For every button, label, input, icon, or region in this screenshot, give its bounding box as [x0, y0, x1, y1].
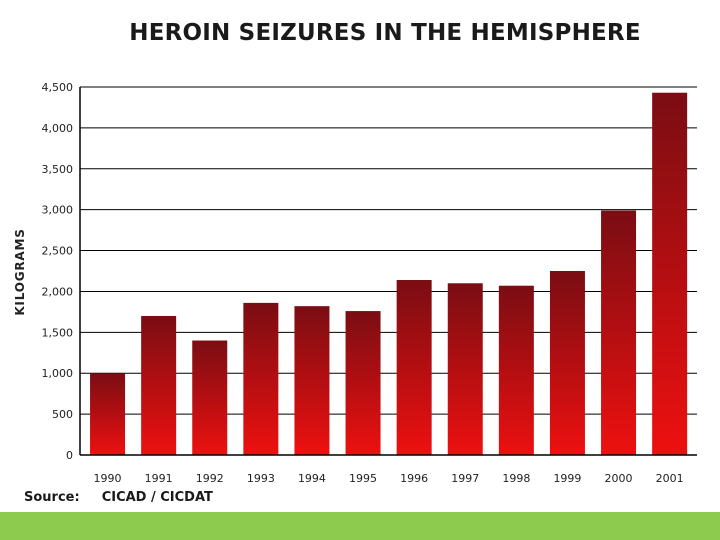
- bar-2000: [601, 210, 637, 455]
- y-tick-label: 2,500: [42, 245, 74, 258]
- chart-title: HEROIN SEIZURES IN THE HEMISPHERE: [129, 20, 641, 46]
- x-axis-ticks: 1990 1991 1992 1993 1994 1995 1996 1997 1998 1999…: [94, 472, 684, 485]
- bars: [90, 92, 688, 455]
- x-tick-label: 1995: [349, 472, 377, 485]
- x-tick-label: 1990: [94, 472, 122, 485]
- y-axis-ticks: 0 500 1,000 1,500 2,000 2,500 3,000 3,500 4,000 4…: [42, 81, 74, 462]
- grid-lines: [80, 86, 697, 415]
- bar-1995: [345, 311, 381, 455]
- x-tick-label: 1996: [400, 472, 428, 485]
- y-tick-label: 0: [66, 449, 73, 462]
- x-tick-label: 2001: [656, 472, 684, 485]
- x-tick-label: 1998: [502, 472, 530, 485]
- x-tick-label: 1991: [145, 472, 173, 485]
- y-tick-label: 3,000: [42, 204, 74, 217]
- y-tick-label: 4,500: [42, 81, 74, 94]
- bar-1997: [447, 283, 483, 455]
- x-tick-label: 1992: [196, 472, 224, 485]
- x-tick-label: 2000: [605, 472, 633, 485]
- y-axis-label: KILOGRAMS: [13, 228, 27, 315]
- y-tick-label: 3,500: [42, 163, 74, 176]
- source-value: CICAD / CICDAT: [101, 490, 213, 505]
- x-tick-label: 1993: [247, 472, 275, 485]
- bar-2001: [652, 92, 688, 455]
- bar-1999: [549, 271, 585, 455]
- y-tick-label: 1,500: [42, 326, 74, 339]
- footer-bar: [0, 512, 720, 540]
- y-tick-label: 1,000: [42, 367, 74, 380]
- y-tick-label: 500: [52, 408, 73, 421]
- y-tick-label: 2,000: [42, 285, 74, 298]
- bar-1990: [90, 373, 126, 455]
- source-label: Source:: [24, 490, 80, 505]
- bar-1992: [192, 340, 228, 455]
- bar-1998: [498, 285, 534, 455]
- x-tick-label: 1994: [298, 472, 326, 485]
- x-tick-label: 1999: [553, 472, 581, 485]
- bar-1994: [294, 306, 330, 455]
- bar-1993: [243, 302, 279, 455]
- x-tick-label: 1997: [451, 472, 479, 485]
- bar-1996: [396, 280, 432, 455]
- bar-1991: [141, 315, 177, 455]
- source-note: Source: CICAD / CICDAT: [24, 490, 213, 505]
- y-tick-label: 4,000: [42, 122, 74, 135]
